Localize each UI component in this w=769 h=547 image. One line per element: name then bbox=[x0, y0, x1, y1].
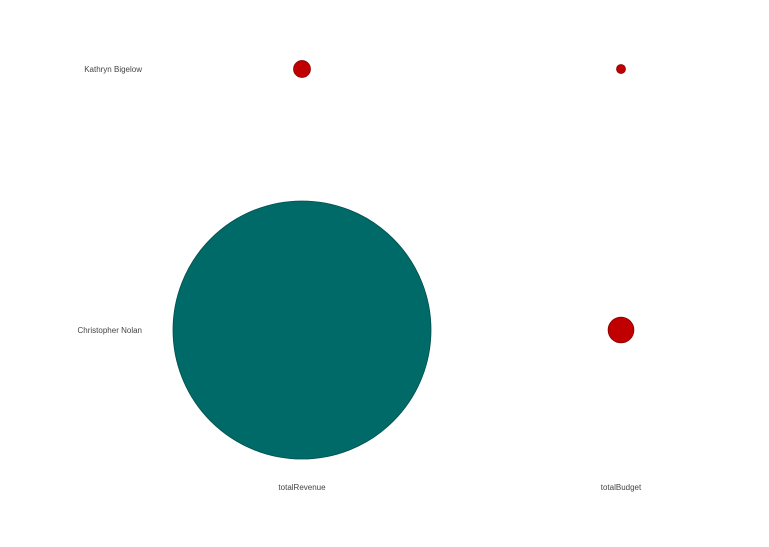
column-label-totalrevenue: totalRevenue bbox=[278, 483, 326, 492]
bubble-kathryn-bigelow-totalrevenue[interactable] bbox=[293, 60, 311, 78]
row-label-christopher-nolan: Christopher Nolan bbox=[78, 326, 142, 335]
bubble-kathryn-bigelow-totalbudget[interactable] bbox=[616, 64, 626, 74]
bubble-christopher-nolan-totalrevenue[interactable] bbox=[172, 200, 432, 460]
bubble-christopher-nolan-totalbudget[interactable] bbox=[607, 316, 635, 344]
row-label-kathryn-bigelow: Kathryn Bigelow bbox=[84, 65, 142, 74]
column-labels: totalRevenue totalBudget bbox=[278, 483, 642, 492]
column-label-totalbudget: totalBudget bbox=[601, 483, 642, 492]
row-labels: Kathryn Bigelow Christopher Nolan bbox=[78, 65, 143, 335]
bubbles bbox=[172, 60, 635, 460]
